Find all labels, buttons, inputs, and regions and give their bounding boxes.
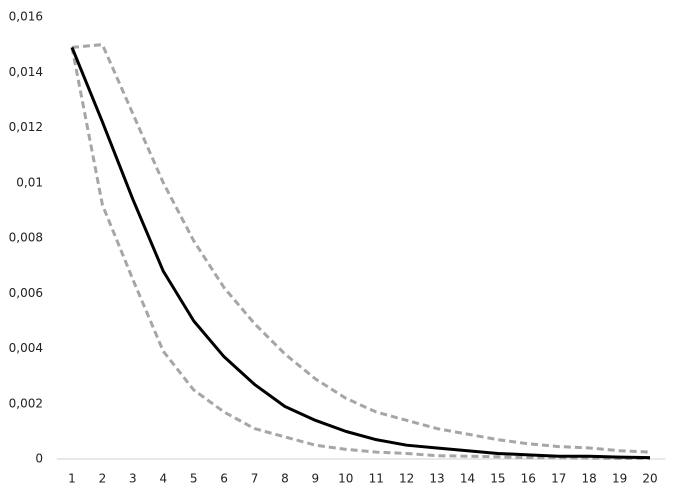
y-tick-label: 0,004: [9, 341, 43, 355]
y-tick-label: 0,014: [9, 65, 43, 79]
x-tick-label: 4: [159, 472, 167, 486]
x-tick-label: 17: [551, 472, 566, 486]
x-tick-label: 19: [612, 472, 627, 486]
x-tick-label: 7: [251, 472, 259, 486]
y-tick-label: 0: [35, 452, 43, 466]
x-tick-label: 20: [642, 472, 657, 486]
x-tick-label: 5: [190, 472, 198, 486]
x-tick-label: 14: [460, 472, 475, 486]
x-tick-label: 8: [281, 472, 289, 486]
y-tick-label: 0,012: [9, 120, 43, 134]
x-tick-label: 9: [312, 472, 320, 486]
x-tick-label: 2: [99, 472, 107, 486]
y-tick-label: 0,016: [9, 10, 43, 24]
x-tick-label: 12: [399, 472, 414, 486]
x-tick-label: 16: [521, 472, 536, 486]
y-tick-label: 0,008: [9, 231, 43, 245]
y-tick-label: 0,006: [9, 286, 43, 300]
x-tick-label: 6: [220, 472, 228, 486]
series-line: [71, 43, 651, 454]
x-tick-label: 11: [369, 472, 384, 486]
series-line: [70, 46, 651, 460]
y-tick-label: 0,002: [9, 396, 43, 410]
x-tick-label: 13: [429, 472, 444, 486]
series-line: [70, 47, 650, 460]
y-tick-label: 0,01: [16, 175, 43, 189]
x-tick-label: 3: [129, 472, 137, 486]
x-tick-label: 1: [68, 472, 76, 486]
x-tick-label: 15: [490, 472, 505, 486]
x-tick-label: 10: [338, 472, 353, 486]
x-tick-label: 18: [582, 472, 597, 486]
